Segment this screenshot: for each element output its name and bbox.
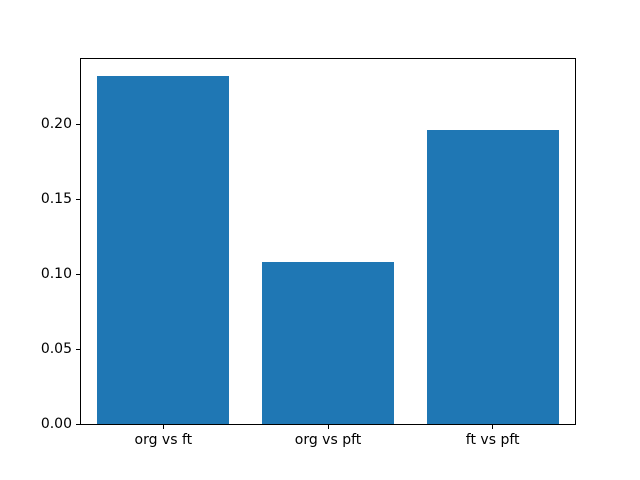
bar-ft-vs-pft <box>426 130 559 424</box>
y-tick-mark <box>76 123 81 125</box>
x-tick-mark <box>492 424 494 429</box>
bar-org-vs-ft <box>97 76 230 424</box>
x-tick-label-org-vs-pft: org vs pft <box>294 432 362 448</box>
bar-org-vs-pft <box>262 262 394 424</box>
x-tick-mark <box>327 424 329 429</box>
x-tick-mark <box>162 424 164 429</box>
y-tick-label: 0.10 <box>40 266 72 283</box>
x-tick-label-org-vs-ft: org vs ft <box>134 432 193 448</box>
y-tick-mark <box>76 273 81 275</box>
y-tick-label: 0.20 <box>40 116 72 133</box>
axes: 0.00 0.05 0.10 0.15 0.20 org vs ft org vs pft f… <box>41 58 576 448</box>
y-tick-label: 0.15 <box>40 191 72 208</box>
y-tick-mark <box>76 423 81 425</box>
y-tick-mark <box>76 348 81 350</box>
x-tick-label-ft-vs-pft: ft vs pft <box>465 432 520 448</box>
y-tick-mark <box>76 198 81 200</box>
y-tick-label: 0.05 <box>40 341 72 358</box>
y-tick-label: 0.00 <box>40 416 72 432</box>
